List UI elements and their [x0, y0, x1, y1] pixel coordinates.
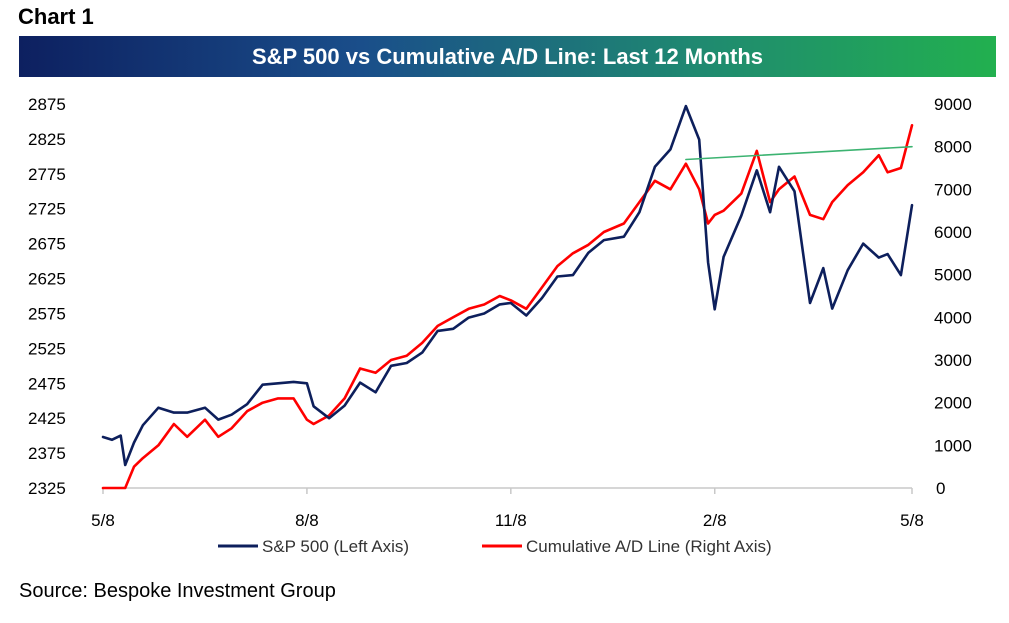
trendline [685, 145, 913, 161]
x-tick-label: 2/8 [703, 511, 727, 530]
right-tick-label: 5000 [934, 266, 972, 285]
left-tick-label: 2675 [28, 235, 66, 254]
x-tick-label: 11/8 [495, 511, 527, 530]
left-tick-label: 2475 [28, 374, 66, 393]
left-tick-label: 2825 [28, 130, 66, 149]
legend-label-ad: Cumulative A/D Line (Right Axis) [526, 537, 772, 556]
right-tick-label: 7000 [934, 180, 972, 199]
left-tick-label: 2775 [28, 165, 66, 184]
title-banner: S&P 500 vs Cumulative A/D Line: Last 12 … [19, 36, 996, 77]
x-tick-label: 5/8 [91, 511, 115, 530]
left-tick-label: 2375 [28, 444, 66, 463]
x-axis-tickmarks [102, 488, 913, 494]
left-tick-label: 2725 [28, 200, 66, 219]
right-tick-label: 2000 [934, 394, 972, 413]
left-tick-label: 2875 [28, 95, 66, 114]
series-layer [101, 104, 914, 490]
x-axis-ticks: 5/8 8/8 11/8 2/8 5/8 [91, 511, 924, 530]
left-tick-label: 2625 [28, 270, 66, 289]
left-tick-label: 2575 [28, 304, 66, 323]
left-tick-label: 2525 [28, 339, 66, 358]
x-tick-label: 5/8 [900, 511, 924, 530]
legend-label-spx: S&P 500 (Left Axis) [262, 537, 409, 556]
right-axis-ticks: 9000 8000 7000 6000 5000 4000 3000 2000 1000 0 [934, 95, 972, 498]
right-tick-label: 4000 [934, 308, 972, 327]
left-axis-ticks: 2875 2825 2775 2725 2675 2625 2575 2525 2475 2425… [28, 95, 66, 498]
right-tick-label: 6000 [934, 223, 972, 242]
source-note: Source: Bespoke Investment Group [19, 580, 336, 602]
right-tick-label: 9000 [934, 95, 972, 114]
right-tick-label: 3000 [934, 351, 972, 370]
left-tick-label: 2425 [28, 409, 66, 428]
left-tick-label: 2325 [28, 479, 66, 498]
chart-label: Chart 1 [18, 4, 94, 29]
legend: S&P 500 (Left Axis) Cumulative A/D Line … [218, 537, 772, 556]
series-line-ad [101, 124, 914, 490]
right-tick-label: 1000 [934, 436, 972, 455]
x-tick-label: 8/8 [295, 511, 319, 530]
right-tick-label: 8000 [934, 138, 972, 157]
series-line-spx [101, 104, 914, 467]
chart-title: S&P 500 vs Cumulative A/D Line: Last 12 … [251, 43, 764, 69]
right-tick-label: 0 [936, 479, 945, 498]
